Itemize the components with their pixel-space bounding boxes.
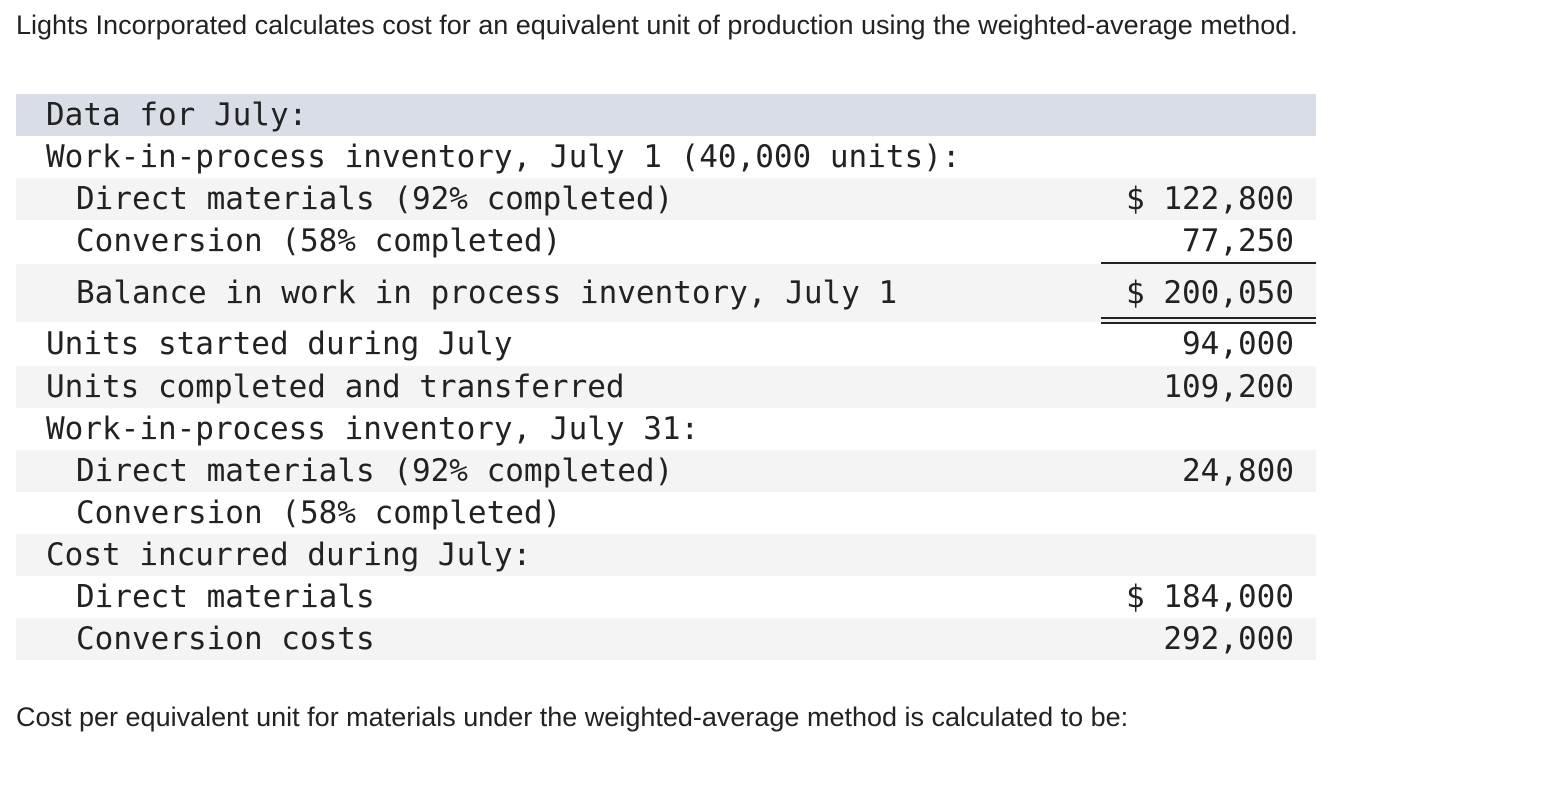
table-row: Work-in-process inventory, July 31:: [16, 408, 1316, 450]
total-double-rule: [1101, 317, 1316, 324]
table-row: Data for July:: [16, 94, 1316, 136]
row-label: Balance in work in process inventory, Ju…: [76, 275, 898, 311]
row-label: Cost incurred during July:: [46, 537, 532, 573]
table-row: Conversion (58% completed): [16, 492, 1316, 534]
table-row: Units started during July 94,000: [16, 322, 1316, 366]
row-label: Conversion (58% completed): [76, 223, 562, 259]
question-text: Cost per equivalent unit for materials u…: [16, 702, 1129, 732]
table-row: Work-in-process inventory, July 1 (40,00…: [16, 136, 1316, 178]
row-label: Units started during July: [46, 326, 513, 362]
table-row: Direct materials $ 184,000: [16, 576, 1316, 618]
table-row: Direct materials (92% completed) $ 122,80…: [16, 178, 1316, 220]
row-label: Work-in-process inventory, July 1 (40,00…: [46, 139, 961, 175]
intro-text: Lights Incorporated calculates cost for …: [16, 10, 1298, 40]
table-row: Cost incurred during July:: [16, 534, 1316, 576]
table-row: Balance in work in process inventory, Ju…: [16, 264, 1316, 322]
row-amount: $ 184,000: [1126, 579, 1294, 615]
row-label: Conversion (58% completed): [76, 495, 562, 531]
row-label: Direct materials: [76, 579, 375, 615]
row-label: Conversion costs: [76, 621, 375, 657]
table-row: Conversion (58% completed) 77,250: [16, 220, 1316, 262]
row-label: Data for July:: [46, 97, 308, 133]
row-amount: 24,800: [1182, 453, 1294, 489]
row-amount: $ 122,800: [1126, 181, 1294, 217]
row-label: Work-in-process inventory, July 31:: [46, 411, 700, 447]
table-row: Direct materials (92% completed) 24,800: [16, 450, 1316, 492]
table-row: Conversion costs 292,000: [16, 618, 1316, 660]
row-label: Direct materials (92% completed): [76, 453, 674, 489]
row-amount: 94,000: [1182, 326, 1294, 362]
row-label: Units completed and transferred: [46, 369, 625, 405]
subtotal-rule: [1101, 262, 1316, 264]
row-amount: $ 200,050: [1126, 275, 1294, 311]
row-amount: 109,200: [1163, 369, 1294, 405]
row-amount: 77,250: [1182, 223, 1294, 259]
table-row: Units completed and transferred 109,200: [16, 366, 1316, 408]
row-label: Direct materials (92% completed): [76, 181, 674, 217]
row-amount: 292,000: [1163, 621, 1294, 657]
